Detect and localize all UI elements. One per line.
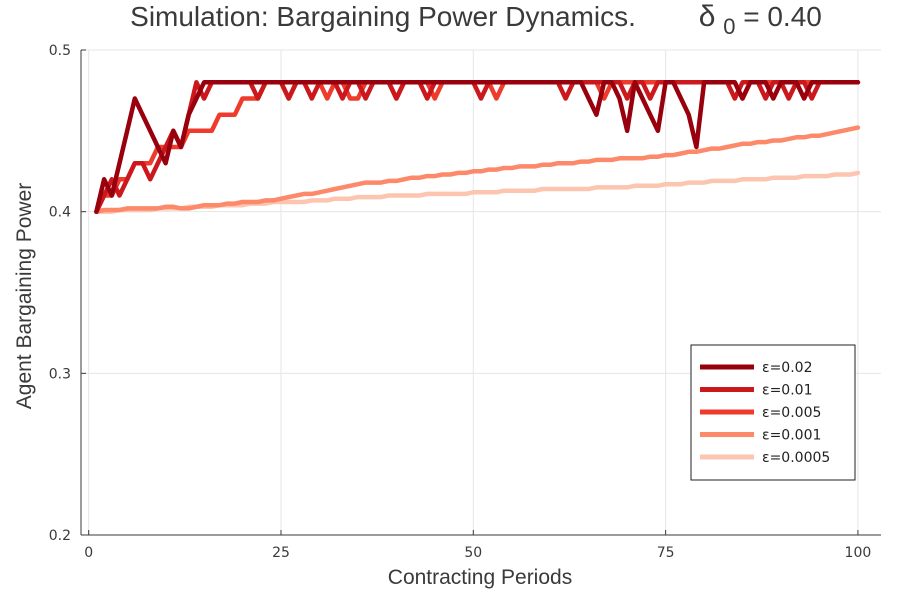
y-tick-label: 0.4 [49,205,71,221]
legend-label: ε=0.005 [762,405,821,421]
y-tick-label: 0.3 [49,366,71,382]
y-tick-label: 0.2 [49,528,71,544]
x-tick-label: 75 [657,545,675,561]
x-axis-label: Contracting Periods [388,566,572,589]
legend-label: ε=0.001 [762,428,821,444]
series [94,80,861,214]
y-tick-label: 0.5 [49,43,71,59]
title-param-subscript: 0 [723,14,735,39]
title-param-value: = 0.40 [743,1,822,32]
series-line [94,125,861,214]
legend-label: ε=0.01 [762,383,812,399]
x-tick-label: 50 [464,545,482,561]
axes [80,50,881,536]
x-tick-label: 0 [84,545,93,561]
ticks: 0 25 50 75 100 0.2 0.3 0.4 0.5 [49,43,872,561]
x-tick-label: 25 [272,545,290,561]
series-line [94,80,861,214]
legend-label: ε=0.0005 [762,450,830,466]
legend: ε=0.02 ε=0.01 ε=0.005 ε=0.001 ε=0.0005 [690,344,856,481]
title-main: Simulation: Bargaining Power Dynamics. [130,1,636,32]
title-param-symbol: δ [699,0,716,33]
chart-title: Simulation: Bargaining Power Dynamics. δ… [130,0,822,40]
y-axis-label: Agent Bargaining Power [13,183,36,409]
legend-label: ε=0.02 [762,360,812,376]
x-tick-label: 100 [845,545,872,561]
